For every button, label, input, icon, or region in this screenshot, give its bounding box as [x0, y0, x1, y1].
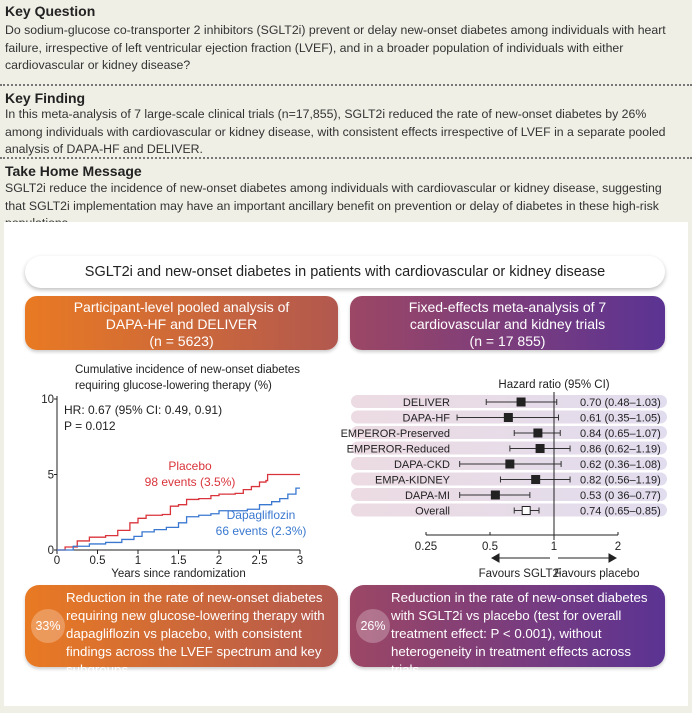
trial-name: EMPA-KIDNEY: [375, 475, 451, 487]
x-tick-label: 0.5: [90, 555, 106, 567]
trial-name: DELIVER: [403, 397, 450, 409]
y-tick-label: 0: [48, 545, 54, 557]
overall-estimate: [521, 506, 531, 515]
p-annotation: P = 0.012: [64, 419, 116, 433]
y-tick-label: 5: [48, 470, 54, 482]
right-header-line3: (n = 17 855): [469, 333, 546, 349]
x-axis-label: Years since randomization: [111, 568, 245, 580]
forest-row-bg: [351, 503, 667, 517]
y-tick-label: 10: [41, 394, 54, 406]
right-footer-text: Reduction in the rate of new-onset diabe…: [391, 590, 648, 677]
left-header-line1: Participant-level pooled analysis of: [73, 299, 290, 315]
hr-value: 0.53 (0 36–0.77): [580, 490, 661, 502]
dapagliflozin-events: 66 events (2.3%): [216, 524, 307, 538]
hr-point: [535, 444, 545, 453]
hr-value: 0.74 (0.65–0.85): [580, 506, 661, 518]
left-header-line3: (n = 5623): [149, 333, 214, 349]
hr-point: [503, 413, 513, 422]
left-header-line2: DAPA-HF and DELIVER: [105, 316, 258, 332]
hr-value: 0.86 (0.62–1.19): [580, 444, 661, 456]
trial-name: DAPA-HF: [403, 413, 451, 425]
hr-point: [533, 428, 543, 438]
trial-name: EMPEROR-Reduced: [347, 444, 450, 456]
right-header-line2: cardiovascular and kidney trials: [409, 316, 606, 332]
left-footer-text: Reduction in the rate of new-onset diabe…: [66, 590, 325, 677]
hr-point: [490, 490, 500, 500]
chart-title-line1: Cumulative incidence of new-onset diabet…: [75, 364, 300, 376]
forest-tick-label: 0.5: [482, 541, 498, 553]
forest-tick-label: 1: [551, 541, 557, 553]
abstract-title: SGLT2i and new-onset diabetes in patient…: [25, 256, 665, 288]
forest-tick-label: 0.25: [415, 541, 437, 553]
placebo-events: 98 events (3.5%): [145, 475, 236, 489]
trial-name: Overall: [415, 506, 450, 518]
key-question-title: Key Question: [5, 3, 96, 19]
trial-name: EMPEROR-Preserved: [341, 428, 450, 440]
hr-value: 0.84 (0.65–1.07): [580, 428, 661, 440]
left-footer-badge: 33%: [31, 609, 65, 643]
km-line-dapagliflozin: [57, 487, 300, 551]
divider: [0, 157, 692, 159]
left-header-box: Participant-level pooled analysis of DAP…: [25, 296, 338, 350]
forest-row-bg: [351, 426, 667, 439]
right-header-box: Fixed-effects meta-analysis of 7 cardiov…: [350, 296, 665, 350]
forest-tick-label: 2: [615, 541, 621, 553]
take-home-title: Take Home Message: [5, 163, 142, 179]
x-tick-label: 1.5: [171, 555, 187, 567]
key-question-text: Do sodium-glucose co-transporter 2 inhib…: [5, 23, 666, 72]
hr-point: [516, 397, 526, 407]
trial-name: DAPA-CKD: [394, 459, 450, 471]
right-footer-badge: 26%: [356, 609, 390, 643]
x-tick-label: 1: [135, 555, 141, 567]
hr-value: 0.70 (0.48–1.03): [580, 397, 661, 409]
dapagliflozin-label: Dapagliflozin: [227, 508, 296, 522]
divider: [0, 84, 692, 86]
arrow-right-icon: [558, 553, 618, 563]
forest-row-bg: [351, 441, 667, 455]
x-tick-label: 2.5: [252, 555, 268, 567]
right-footer-box: 26% Reduction in the rate of new-onset d…: [350, 585, 665, 677]
km-line-placebo: [57, 473, 300, 551]
favours-sglt2i-label: Favours SGLT2i: [479, 568, 562, 580]
x-tick-label: 3: [297, 555, 303, 567]
key-finding-text: In this meta-analysis of 7 large-scale c…: [5, 107, 666, 156]
x-tick-label: 0: [54, 555, 60, 567]
hr-value: 0.82 (0.56–1.19): [580, 475, 661, 487]
right-header-line1: Fixed-effects meta-analysis of 7: [408, 299, 607, 315]
favours-placebo-label: Favours placebo: [554, 568, 639, 580]
chart-title-line2: requiring glucose-lowering therapy (%): [75, 380, 272, 392]
left-footer-box: 33% Reduction in the rate of new-onset d…: [25, 585, 338, 677]
x-tick-label: 2: [216, 555, 222, 567]
trial-name: DAPA-MI: [405, 490, 450, 502]
hr-point: [531, 475, 541, 484]
forest-plot: Hazard ratio (95% CI) DELIVER 0.70 (0.48–1…: [341, 379, 667, 580]
hr-value: 0.62 (0.36–1.08): [580, 459, 661, 471]
key-finding-title: Key Finding: [5, 90, 86, 106]
forest-title: Hazard ratio (95% CI): [498, 379, 609, 391]
hr-annotation: HR: 0.67 (95% CI: 0.49, 0.91): [64, 403, 222, 417]
km-chart: Cumulative incidence of new-onset diabet…: [41, 364, 307, 580]
placebo-label: Placebo: [168, 459, 212, 473]
arrow-left-icon: [490, 553, 550, 563]
hr-point: [505, 459, 515, 469]
hr-value: 0.61 (0.35–1.05): [580, 413, 661, 425]
